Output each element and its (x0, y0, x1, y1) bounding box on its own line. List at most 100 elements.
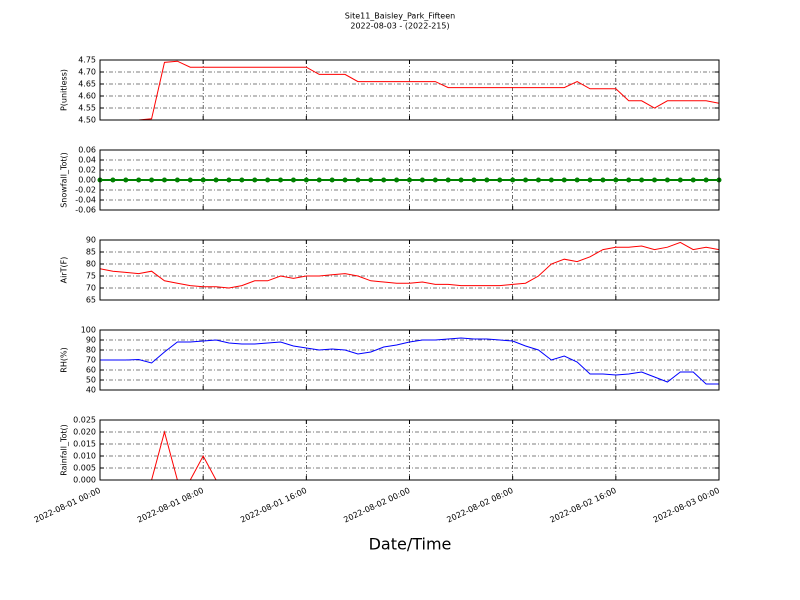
y-axis-label: AirT(F) (60, 257, 69, 284)
data-point (213, 177, 219, 183)
data-point (239, 177, 245, 183)
y-tick-label: 70 (86, 284, 96, 293)
data-point (600, 177, 606, 183)
data-point (381, 177, 387, 183)
y-tick-label: 0.020 (73, 428, 96, 437)
y-tick-label: 4.60 (78, 92, 96, 101)
y-tick-label: 0.025 (73, 416, 96, 425)
y-tick-label: 4.55 (78, 104, 96, 113)
y-axis-label: P(unitless) (60, 69, 69, 111)
data-point (548, 177, 554, 183)
data-point (342, 177, 348, 183)
data-point (523, 177, 529, 183)
data-point (252, 177, 258, 183)
data-point (110, 177, 116, 183)
y-tick-label: 0.000 (73, 476, 96, 485)
data-point (355, 177, 361, 183)
chart-subtitle: 2022-08-03 - (2022-215) (350, 22, 449, 31)
data-point (432, 177, 438, 183)
data-point (458, 177, 464, 183)
data-point (407, 177, 412, 183)
y-axis-label: Rainfall_Tot() (60, 424, 69, 476)
y-tick-label: 90 (86, 336, 96, 345)
data-line (99, 241, 720, 289)
y-tick-label: 65 (86, 296, 96, 305)
data-point (587, 177, 593, 183)
y-axis-label: RH(%) (60, 347, 69, 372)
y-tick-label: 0.00 (78, 176, 96, 185)
data-point (329, 177, 335, 183)
data-point (394, 177, 400, 183)
y-tick-label: 0.06 (78, 146, 96, 155)
chart-title: Site11_Baisley_Park_Fifteen (345, 12, 455, 21)
x-tick-label: 2022-08-02 16:00 (549, 486, 618, 525)
y-tick-label: 80 (86, 260, 96, 269)
data-point (664, 177, 670, 183)
y-tick-label: 4.75 (78, 56, 96, 65)
y-tick-label: 4.65 (78, 80, 96, 89)
data-point (174, 177, 180, 183)
data-line (100, 60, 720, 121)
y-tick-label: -0.04 (75, 196, 96, 205)
y-tick-label: 90 (86, 236, 96, 245)
data-line (100, 337, 719, 385)
data-point (626, 177, 632, 183)
x-tick-label: 2022-08-01 00:00 (33, 486, 102, 525)
y-tick-label: 80 (86, 346, 96, 355)
plot-frame (99, 329, 720, 391)
y-tick-label: 60 (86, 366, 96, 375)
data-point (303, 177, 309, 183)
x-tick-label: 2022-08-01 16:00 (239, 486, 308, 525)
data-point (200, 177, 206, 183)
y-tick-label: 0.015 (73, 440, 96, 449)
y-tick-label: 40 (86, 386, 96, 395)
x-tick-label: 2022-08-02 00:00 (342, 486, 411, 525)
y-tick-label: 100 (81, 326, 96, 335)
data-point (278, 177, 284, 183)
y-tick-label: 70 (86, 356, 96, 365)
data-point (561, 177, 567, 183)
data-point (497, 177, 503, 183)
y-tick-label: -0.06 (75, 206, 96, 215)
plot-frame (99, 59, 720, 121)
data-point (484, 177, 490, 183)
data-point (149, 177, 155, 183)
data-point (574, 177, 580, 183)
data-point (187, 177, 193, 183)
y-tick-label: 50 (86, 376, 96, 385)
data-point (613, 177, 619, 183)
y-axis-label: Snowfall_Tot() (60, 152, 69, 208)
y-tick-label: 75 (86, 272, 96, 281)
plot-frame (99, 149, 720, 211)
plot-frame (99, 419, 720, 481)
data-point (652, 177, 658, 183)
y-tick-label: 0.010 (73, 452, 96, 461)
data-point (123, 177, 129, 183)
y-tick-label: 0.005 (73, 464, 96, 473)
x-tick-label: 2022-08-03 00:00 (652, 486, 721, 525)
data-point (535, 177, 541, 183)
x-axis-label: Date/Time (369, 535, 452, 554)
data-point (136, 177, 142, 183)
data-point (161, 177, 167, 183)
x-tick-label: 2022-08-02 08:00 (445, 486, 514, 525)
y-tick-label: 85 (86, 248, 96, 257)
y-tick-label: -0.02 (75, 186, 96, 195)
y-tick-label: 0.02 (78, 166, 96, 175)
y-tick-label: 0.04 (78, 156, 96, 165)
data-point (265, 177, 271, 183)
data-point (316, 177, 322, 183)
x-tick-label: 2022-08-01 08:00 (136, 486, 205, 525)
data-point (690, 177, 696, 183)
plot-frame (99, 239, 720, 301)
y-tick-label: 4.70 (78, 68, 96, 77)
data-point (639, 177, 645, 183)
data-point (471, 177, 477, 183)
data-point (677, 177, 683, 183)
data-point (226, 177, 232, 183)
data-point (703, 177, 709, 183)
data-point (510, 177, 516, 183)
data-point (290, 177, 296, 183)
